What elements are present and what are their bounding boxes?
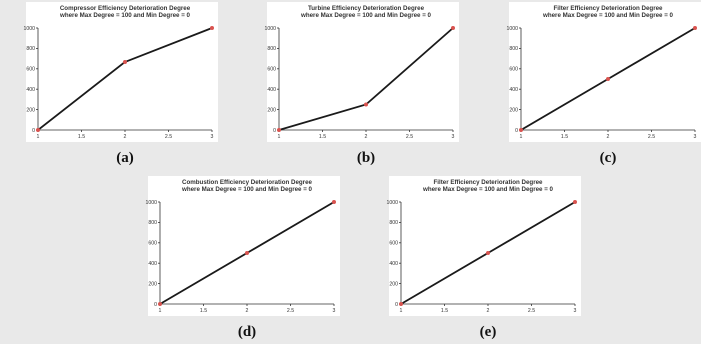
y-tick-label: 0 xyxy=(395,302,398,308)
y-tick-label: 800 xyxy=(267,46,276,52)
y-tick-label: 400 xyxy=(148,261,157,267)
x-tick-label: 1 xyxy=(520,134,523,140)
panel-label: (d) xyxy=(238,324,256,340)
x-tick-label: 1 xyxy=(400,308,403,314)
x-tick-label: 2.5 xyxy=(528,308,535,314)
data-point xyxy=(606,77,610,81)
y-tick-label: 1000 xyxy=(386,200,398,206)
chart-panel-a: Compressor Efficiency Deterioration Degr… xyxy=(4,2,218,170)
x-tick-label: 1 xyxy=(37,134,40,140)
chart-panel-b: Turbine Efficiency Deterioration Degree w… xyxy=(245,2,459,170)
y-tick-label: 400 xyxy=(26,87,35,93)
chart-svg: Compressor Efficiency Deterioration Degr… xyxy=(23,2,218,166)
data-point xyxy=(158,302,162,306)
x-tick-label: 1.5 xyxy=(200,308,207,314)
y-tick-label: 0 xyxy=(273,128,276,134)
data-point xyxy=(277,128,281,132)
data-point xyxy=(36,128,40,132)
x-tick-label: 2.5 xyxy=(406,134,413,140)
x-tick-label: 1.5 xyxy=(319,134,326,140)
chart-title-line: where Max Degree = 100 and Min Degree = … xyxy=(422,186,554,193)
panel-label: (e) xyxy=(480,324,497,340)
y-tick-label: 1000 xyxy=(264,26,276,32)
y-tick-label: 200 xyxy=(389,281,398,287)
y-tick-label: 800 xyxy=(148,220,157,226)
plot-background xyxy=(267,2,459,142)
data-point xyxy=(519,128,523,132)
x-tick-label: 1 xyxy=(159,308,162,314)
chart-title-line: where Max Degree = 100 and Min Degree = … xyxy=(542,12,674,19)
x-tick-label: 3 xyxy=(211,134,214,140)
x-tick-label: 2.5 xyxy=(165,134,172,140)
x-tick-label: 1.5 xyxy=(441,308,448,314)
chart-title-line: Turbine Efficiency Deterioration Degree xyxy=(308,5,425,12)
data-point xyxy=(573,200,577,204)
chart-title-line: where Max Degree = 100 and Min Degree = … xyxy=(300,12,432,19)
y-tick-label: 200 xyxy=(148,281,157,287)
chart-svg: Filter Efficiency Deterioration Degreewh… xyxy=(506,2,701,166)
y-tick-label: 600 xyxy=(509,67,518,73)
y-tick-label: 600 xyxy=(267,67,276,73)
x-tick-label: 2 xyxy=(246,308,249,314)
data-point xyxy=(693,26,697,30)
x-tick-label: 2 xyxy=(124,134,127,140)
x-tick-label: 3 xyxy=(452,134,455,140)
data-point xyxy=(451,26,455,30)
x-tick-label: 1.5 xyxy=(561,134,568,140)
y-tick-label: 1000 xyxy=(506,26,518,32)
chart-title-line: Filter Efficiency Deterioration Degree xyxy=(433,179,543,186)
panel-label: (a) xyxy=(116,150,134,166)
chart-panel-e: Filter Efficiency Deterioration Degree wh… xyxy=(367,176,581,344)
x-tick-label: 2 xyxy=(487,308,490,314)
y-tick-label: 200 xyxy=(26,107,35,113)
y-tick-label: 1000 xyxy=(23,26,35,32)
y-tick-label: 600 xyxy=(148,241,157,247)
chart-title-line: where Max Degree = 100 and Min Degree = … xyxy=(59,12,191,19)
y-tick-label: 400 xyxy=(509,87,518,93)
data-point xyxy=(210,26,214,30)
data-point xyxy=(399,302,403,306)
chart-title-line: Filter Efficiency Deterioration Degree xyxy=(553,5,663,12)
y-tick-label: 200 xyxy=(509,107,518,113)
chart-svg: Combustion Efficiency Deterioration Degr… xyxy=(145,176,340,340)
data-point xyxy=(486,251,490,255)
y-tick-label: 400 xyxy=(389,261,398,267)
x-tick-label: 2.5 xyxy=(287,308,294,314)
y-tick-label: 0 xyxy=(154,302,157,308)
chart-svg: Turbine Efficiency Deterioration Degreew… xyxy=(264,2,459,166)
chart-panel-c: Filter Efficiency Deterioration Degree wh… xyxy=(487,2,701,170)
plot-background xyxy=(26,2,218,142)
data-point xyxy=(332,200,336,204)
y-tick-label: 0 xyxy=(515,128,518,134)
y-tick-label: 800 xyxy=(389,220,398,226)
x-tick-label: 3 xyxy=(333,308,336,314)
chart-title-line: Combustion Efficiency Deterioration Degr… xyxy=(182,179,313,186)
y-tick-label: 1000 xyxy=(145,200,157,206)
chart-title-line: where Max Degree = 100 and Min Degree = … xyxy=(181,186,313,193)
y-tick-label: 600 xyxy=(26,67,35,73)
data-point xyxy=(364,102,368,107)
x-tick-label: 1.5 xyxy=(78,134,85,140)
chart-panel-d: Combustion Efficiency Deterioration Degr… xyxy=(126,176,340,344)
x-tick-label: 1 xyxy=(278,134,281,140)
chart-svg: Filter Efficiency Deterioration Degreewh… xyxy=(386,176,581,340)
data-point xyxy=(123,59,127,64)
y-tick-label: 400 xyxy=(267,87,276,93)
y-tick-label: 600 xyxy=(389,241,398,247)
chart-title-line: Compressor Efficiency Deterioration Degr… xyxy=(60,5,191,12)
y-tick-label: 800 xyxy=(26,46,35,52)
panel-label: (b) xyxy=(357,150,375,166)
y-tick-label: 800 xyxy=(509,46,518,52)
x-tick-label: 2 xyxy=(607,134,610,140)
data-point xyxy=(245,251,249,255)
x-tick-label: 2.5 xyxy=(648,134,655,140)
y-tick-label: 0 xyxy=(32,128,35,134)
x-tick-label: 3 xyxy=(694,134,697,140)
x-tick-label: 3 xyxy=(574,308,577,314)
y-tick-label: 200 xyxy=(267,107,276,113)
panel-label: (c) xyxy=(600,150,617,166)
x-tick-label: 2 xyxy=(365,134,368,140)
